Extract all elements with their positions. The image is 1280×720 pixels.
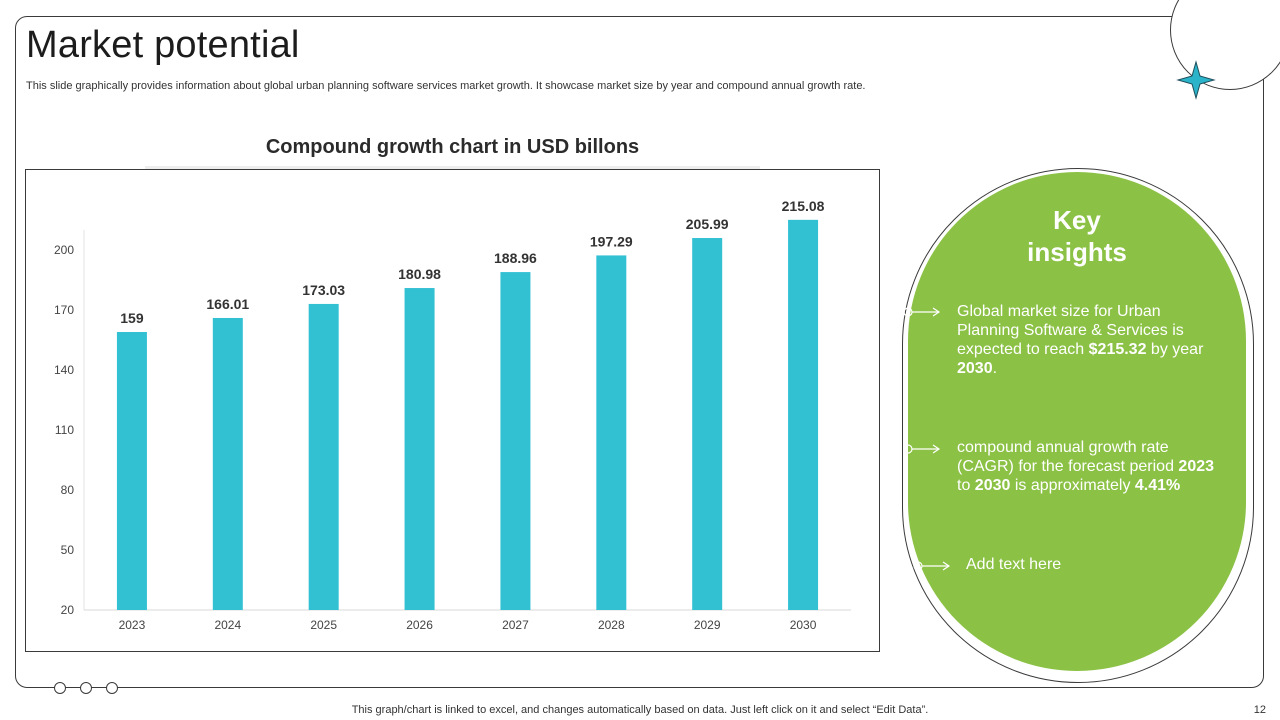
x-tick-label: 2025 [310, 618, 337, 632]
insights-panel [908, 172, 1246, 671]
insights-title: Key insights [908, 204, 1246, 268]
bar-value-label: 159 [120, 310, 144, 326]
bar[interactable] [692, 238, 723, 610]
bar[interactable] [308, 303, 339, 610]
dot-icon [80, 682, 92, 694]
insight-item-1: Global market size for Urban Planning So… [957, 303, 1204, 377]
page-title: Market potential [26, 24, 300, 66]
page-number: 12 [1253, 704, 1266, 716]
y-tick-label: 140 [54, 363, 74, 377]
bar[interactable] [116, 332, 147, 610]
bar[interactable] [404, 288, 435, 610]
bar[interactable] [596, 255, 627, 611]
sparkle-star-icon [1176, 60, 1216, 100]
bar-chart: 20 50 80 110 140 170 200 159 2023 166.01 2024 173.0… [54, 198, 851, 632]
dot-icon [54, 682, 66, 694]
insight-item-2: compound annual growth rate (CAGR) for t… [957, 439, 1215, 494]
slide-frame [15, 16, 1264, 688]
chart-container[interactable]: 20 50 80 110 140 170 200 159 2023 166.01 2024 173.0… [25, 169, 880, 652]
page-subtitle: This slide graphically provides informat… [26, 80, 866, 92]
x-tick-label: 2024 [214, 618, 241, 632]
insights-title-line2: insights [1027, 237, 1127, 267]
bar-value-label: 205.99 [686, 216, 729, 232]
bullet-arrow-icon [903, 444, 941, 454]
y-tick-label: 170 [54, 303, 74, 317]
bar[interactable] [212, 317, 243, 610]
bar-value-label: 173.03 [302, 282, 345, 298]
chart-title: Compound growth chart in USD billons [145, 134, 760, 170]
bar-value-label: 197.29 [590, 233, 633, 249]
bar-value-label: 180.98 [398, 266, 441, 282]
y-tick-label: 20 [61, 603, 75, 617]
dot-icon [106, 682, 118, 694]
footer-note: This graph/chart is linked to excel, and… [351, 704, 929, 716]
x-tick-label: 2030 [790, 618, 817, 632]
bar-value-label: 188.96 [494, 250, 537, 266]
y-tick-label: 50 [61, 543, 75, 557]
bar-value-label: 215.08 [782, 198, 825, 214]
x-tick-label: 2029 [694, 618, 721, 632]
x-tick-label: 2028 [598, 618, 625, 632]
bar[interactable] [788, 219, 819, 610]
y-tick-label: 80 [61, 483, 75, 497]
x-tick-label: 2026 [406, 618, 433, 632]
bullet-arrow-icon [903, 307, 941, 317]
y-tick-label: 200 [54, 243, 74, 257]
x-tick-label: 2027 [502, 618, 529, 632]
x-tick-label: 2023 [119, 618, 146, 632]
bar-value-label: 166.01 [206, 296, 249, 312]
insights-title-line1: Key [1053, 205, 1101, 235]
y-tick-label: 110 [55, 423, 74, 437]
bullet-arrow-icon [913, 561, 951, 571]
bar[interactable] [500, 272, 531, 610]
decorative-dots [54, 682, 118, 694]
insight-item-3[interactable]: Add text here [966, 556, 1062, 573]
